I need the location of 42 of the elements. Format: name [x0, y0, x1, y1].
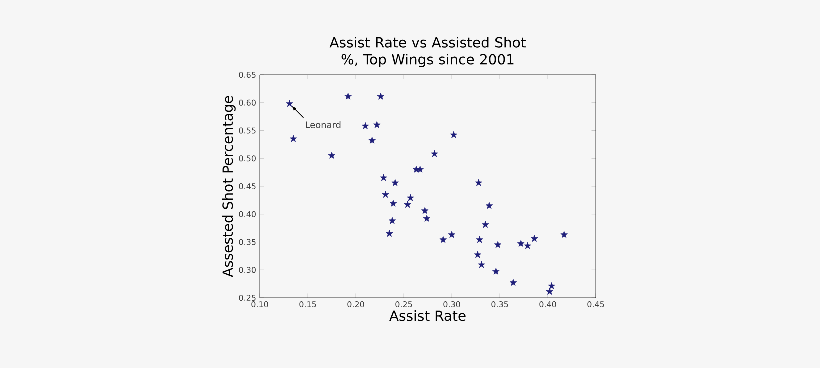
y-axis-title: Assested Shot Percentage [222, 96, 236, 278]
point [560, 231, 568, 238]
point [440, 236, 447, 244]
point [482, 221, 490, 228]
point [422, 207, 429, 214]
point [431, 150, 438, 158]
point [478, 261, 486, 268]
point [494, 241, 502, 248]
point [518, 240, 525, 248]
point [423, 215, 431, 222]
point [474, 251, 482, 258]
x-axis-title: Assist Rate [390, 310, 466, 322]
point [286, 100, 294, 108]
point [374, 121, 381, 128]
chart-title: Assist Rate vs Assisted Shot %, Top Wings since 2001 [330, 37, 526, 68]
point [390, 200, 398, 207]
point [344, 92, 352, 100]
point [328, 152, 336, 159]
point [492, 268, 500, 275]
point [548, 282, 556, 290]
point [290, 135, 298, 142]
point [476, 236, 484, 244]
point [382, 191, 390, 198]
point [404, 201, 412, 208]
point [407, 194, 414, 202]
annotation: Leonard [306, 121, 341, 128]
point [388, 217, 396, 224]
point [368, 137, 376, 144]
point [392, 179, 399, 186]
point [380, 174, 388, 182]
point [448, 231, 456, 238]
point [377, 92, 385, 100]
point [546, 288, 554, 295]
point [475, 179, 482, 186]
point [524, 242, 532, 250]
point [450, 131, 458, 138]
point [510, 279, 518, 286]
point [386, 230, 394, 237]
point [486, 202, 494, 210]
point [416, 166, 424, 173]
point [530, 235, 538, 242]
point [362, 122, 370, 130]
